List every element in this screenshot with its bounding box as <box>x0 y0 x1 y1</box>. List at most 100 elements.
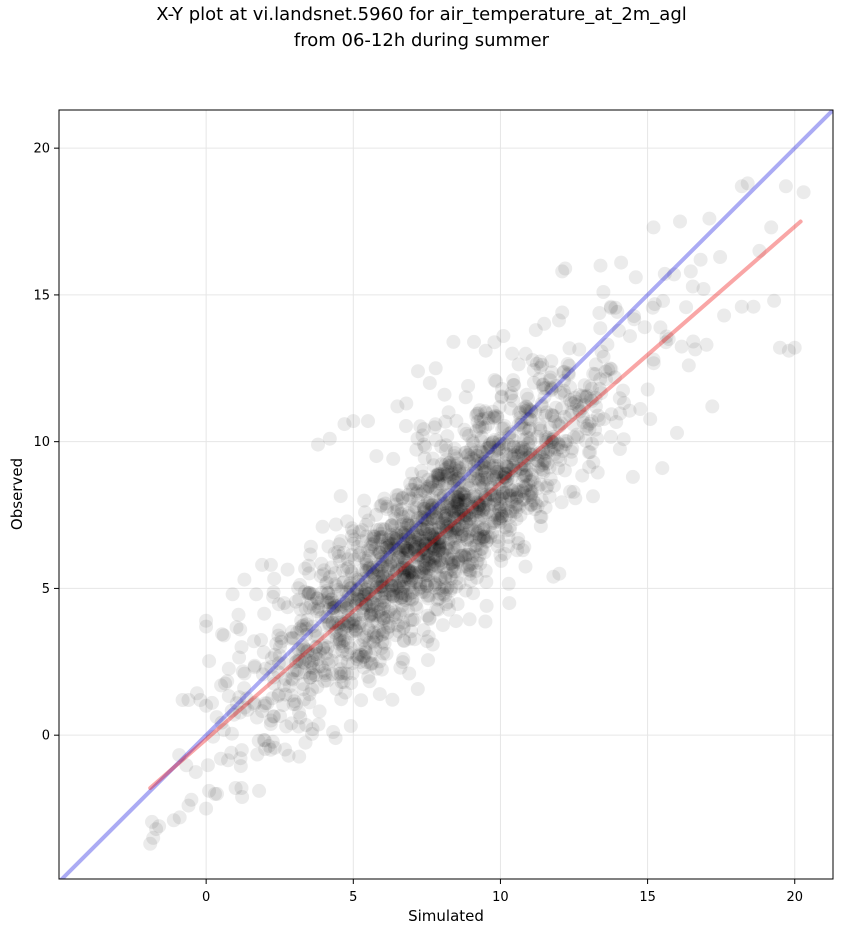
data-point <box>416 561 431 576</box>
data-point <box>377 590 392 605</box>
data-point <box>468 503 483 518</box>
data-point <box>428 433 443 447</box>
data-point <box>351 548 366 563</box>
data-point <box>396 543 410 558</box>
data-point <box>528 447 543 462</box>
data-point <box>361 569 376 584</box>
data-point <box>448 489 463 504</box>
data-point <box>394 591 409 606</box>
data-point <box>646 356 661 371</box>
data-point <box>343 641 358 656</box>
data-point <box>467 334 481 349</box>
data-point <box>357 584 372 599</box>
data-point <box>478 343 493 358</box>
data-point <box>575 389 590 403</box>
data-point <box>506 378 521 393</box>
data-point <box>543 370 558 385</box>
data-point <box>495 473 510 488</box>
data-point <box>442 471 457 486</box>
data-point <box>333 628 348 643</box>
data-point <box>504 494 519 509</box>
data-point <box>667 267 682 282</box>
data-point <box>477 532 492 546</box>
data-point <box>473 556 488 571</box>
data-point <box>166 813 181 828</box>
data-point <box>362 674 377 689</box>
data-point <box>433 505 448 520</box>
data-point <box>446 555 461 570</box>
data-point <box>466 466 481 481</box>
data-point <box>376 614 391 629</box>
data-point <box>143 836 158 851</box>
data-point <box>326 725 341 739</box>
data-point <box>462 612 477 627</box>
data-point <box>362 622 377 637</box>
data-point <box>543 443 558 457</box>
data-point <box>390 554 405 569</box>
data-point <box>442 602 456 617</box>
data-point <box>303 670 318 685</box>
data-point <box>471 520 486 535</box>
data-point <box>257 698 272 713</box>
data-point <box>373 533 388 548</box>
data-point <box>264 660 279 674</box>
data-point <box>345 566 360 581</box>
data-point <box>334 635 349 650</box>
data-point <box>554 401 569 416</box>
data-point <box>495 509 510 523</box>
data-point <box>543 420 558 435</box>
data-point <box>471 504 486 519</box>
data-point <box>215 627 230 642</box>
data-point <box>375 559 390 574</box>
data-point <box>406 525 421 540</box>
data-point <box>607 370 622 385</box>
data-point <box>344 590 359 605</box>
data-point <box>193 693 208 707</box>
data-point <box>696 282 711 296</box>
data-point <box>490 511 505 526</box>
data-point <box>545 408 560 423</box>
data-point <box>527 475 542 490</box>
data-point <box>441 488 456 503</box>
data-point <box>428 548 443 563</box>
data-point <box>591 412 606 427</box>
data-point <box>210 786 224 801</box>
data-point <box>546 569 561 584</box>
data-point <box>493 515 508 530</box>
data-point <box>336 639 351 654</box>
data-point <box>528 502 542 517</box>
data-point <box>422 555 437 570</box>
data-point <box>424 505 439 520</box>
data-point <box>498 467 513 481</box>
data-point <box>428 510 443 524</box>
data-point <box>541 442 556 457</box>
data-point <box>345 666 360 681</box>
data-point <box>495 421 510 436</box>
data-point <box>433 491 448 506</box>
data-point <box>378 522 392 537</box>
data-point <box>329 623 344 638</box>
data-point <box>563 484 578 499</box>
data-point <box>408 476 423 491</box>
data-point <box>444 502 459 517</box>
data-point <box>272 648 287 663</box>
data-point <box>310 604 325 619</box>
data-point <box>387 505 402 520</box>
data-point <box>386 589 401 604</box>
data-point <box>329 631 344 646</box>
data-point <box>472 531 487 546</box>
data-point <box>341 616 356 631</box>
data-point <box>319 618 334 632</box>
data-point <box>347 532 362 547</box>
data-point <box>403 631 417 646</box>
data-point <box>391 488 406 503</box>
data-point <box>555 264 570 279</box>
data-point <box>339 592 354 607</box>
data-point <box>489 374 504 389</box>
data-point <box>409 549 424 564</box>
data-point <box>477 470 492 485</box>
data-point <box>593 372 608 387</box>
data-point <box>427 530 442 545</box>
data-point <box>398 528 413 543</box>
